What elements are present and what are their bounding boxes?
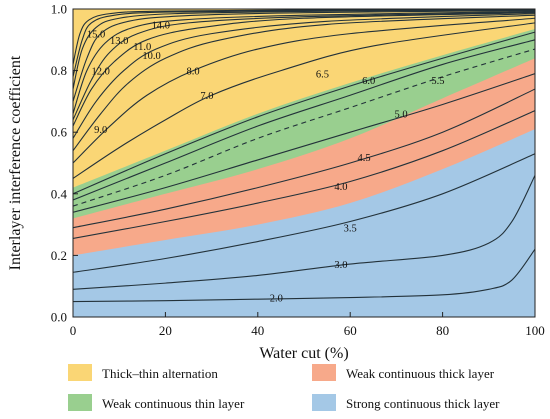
contour-line-2-0 [73,248,535,303]
contour-line-14-0 [73,9,535,102]
legend-swatch-strong-continuous-thick-layer [312,394,336,411]
contour-label-4-0: 4.0 [334,182,347,193]
legend-swatch-weak-continuous-thin-layer [68,394,92,411]
contour-label-12-0: 12.0 [92,67,110,78]
contour-label-14-0: 14.0 [152,20,170,31]
x-tick-label: 80 [436,323,449,338]
x-axis-label: Water cut (%) [259,345,348,362]
contour-labels: 2.0 3.0 3.5 4.0 4.5 5.0 5.5 6.0 6.5 7.0 8.0 9.0 10.0… [87,20,445,304]
contour-label-6-5: 6.5 [316,70,329,81]
contour-label-6-0: 6.0 [362,76,375,87]
contour-line-4-0 [73,110,535,240]
y-tick-label: 1.0 [51,2,67,17]
contour-line-10-0 [73,13,535,139]
contour-line-5-0 [73,73,535,213]
legend-label-strong-continuous-thick-layer: Strong continuous thick layer [346,396,500,411]
x-tick-label: 20 [159,323,172,338]
y-tick-label: 0.6 [51,125,68,140]
contour-label-13-0: 13.0 [110,36,128,47]
x-tick-label: 100 [525,323,545,338]
region-strong-continuous-thick-layer [73,129,535,317]
contour-label-5-0: 5.0 [394,110,407,121]
contour-line-15-0 [73,9,535,90]
legend: Thick–thin alternation Weak continuous th… [68,364,500,411]
plot-frame [72,8,536,318]
contour-label-2-0: 2.0 [270,293,283,304]
contour-line-3-0 [73,175,535,290]
legend-swatch-thick-thin-alternation [68,364,92,381]
x-tick-label: 60 [344,323,357,338]
legend-swatch-weak-continuous-thick-layer [312,364,336,381]
x-tick-label: 0 [70,323,77,338]
y-axis-label: Interlayer interference coefficient [7,55,24,270]
contour-label-5-5: 5.5 [431,76,444,87]
legend-label-weak-continuous-thin-layer: Weak continuous thin layer [102,396,245,411]
contour-line-5-5 [73,48,535,207]
contour-line-9-0 [73,14,535,152]
contour-label-15-0: 15.0 [87,30,105,41]
contour-line-11-0 [73,12,535,127]
y-tick-label: 0.8 [51,63,67,78]
contour-label-9-0: 9.0 [94,125,107,136]
legend-label-thick-thin-alternation: Thick–thin alternation [102,366,218,381]
contour-label-3-0: 3.0 [334,260,347,271]
y-tick-label: 0.0 [51,310,67,325]
contour-line-unlabeled-19 [73,9,535,65]
contour-line-3-5 [73,153,535,273]
axis-ticks: 0 20 40 60 80 100 0.0 0.2 0.4 0.6 0.8 1.0 [51,2,545,339]
contour-label-3-5: 3.5 [344,224,357,235]
contour-line-13-0 [73,10,535,114]
contour-line-6-5 [73,31,535,195]
y-tick-label: 0.4 [51,186,68,201]
contour-line-6-0 [73,39,535,201]
contour-line-7-0 [73,22,535,179]
contour-label-11-0: 11.0 [133,42,151,53]
contour-line-8-0 [73,17,535,164]
contour-label-8-0: 8.0 [187,67,200,78]
contour-label-10-0: 10.0 [142,51,160,62]
contour-label-4-5: 4.5 [357,153,370,164]
contour-lines [73,9,535,303]
x-tick-label: 40 [251,323,264,338]
contour-label-7-0: 7.0 [200,91,213,102]
contour-line-12-0 [73,11,535,121]
contour-line-4-5 [73,88,535,229]
legend-label-weak-continuous-thick-layer: Weak continuous thick layer [346,366,495,381]
y-tick-label: 0.2 [51,248,67,263]
